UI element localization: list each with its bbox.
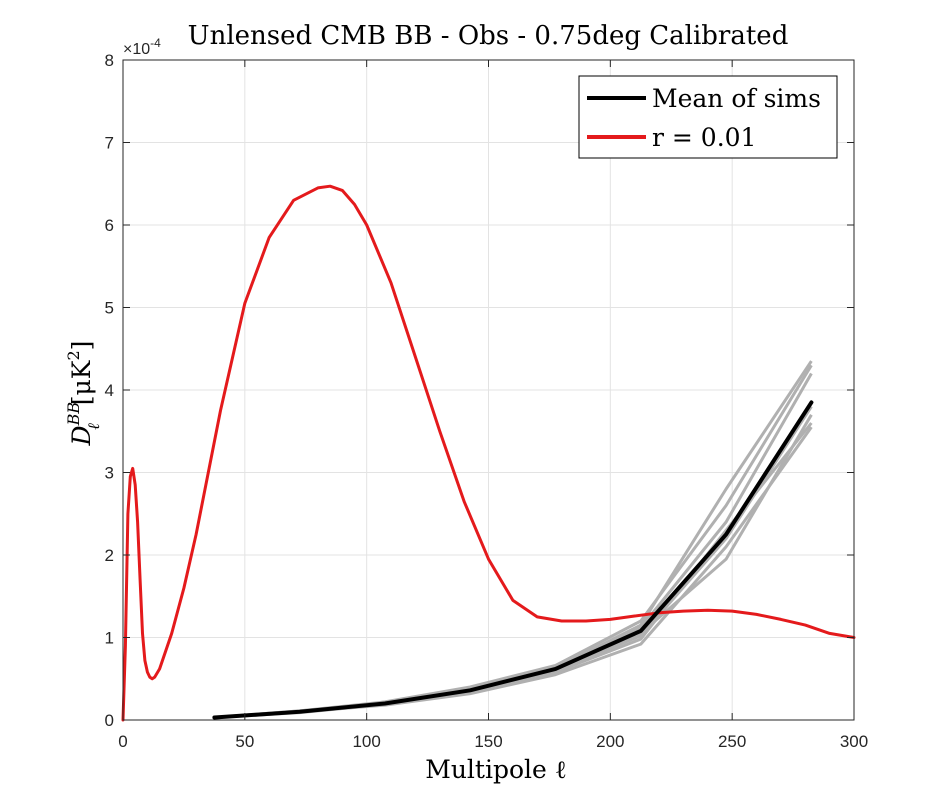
x-tick-label: 50 bbox=[235, 732, 254, 751]
y-tick-label: 0 bbox=[105, 711, 114, 730]
chart-title: Unlensed CMB BB - Obs - 0.75deg Calibrat… bbox=[188, 21, 789, 51]
legend-box bbox=[578, 75, 838, 159]
series-line-r-0-01 bbox=[121, 184, 856, 722]
y-tick-label: 7 bbox=[105, 134, 114, 153]
x-tick-label: 0 bbox=[118, 732, 127, 751]
y-tick-label: 3 bbox=[105, 464, 114, 483]
y-tick-label: 8 bbox=[105, 51, 114, 70]
y-multiplier-exponent: -4 bbox=[150, 36, 161, 50]
x-tick-label: 300 bbox=[840, 732, 868, 751]
y-axis-label: DBBℓ [μK2] bbox=[64, 341, 103, 447]
y-label-unit: [μK bbox=[67, 359, 96, 405]
series-lines bbox=[121, 184, 856, 722]
x-tick-label: 250 bbox=[718, 732, 746, 751]
x-tick-label: 150 bbox=[474, 732, 502, 751]
grid bbox=[122, 59, 855, 721]
series-line-mean-of-sims bbox=[212, 400, 814, 720]
legend-label-mean: Mean of sims bbox=[652, 84, 821, 113]
simulation-line bbox=[214, 422, 813, 719]
y-multiplier: ×10-4 bbox=[123, 36, 161, 58]
legend-label-r: r = 0.01 bbox=[652, 123, 756, 152]
y-label-main: D bbox=[67, 425, 96, 446]
y-tick-label: 1 bbox=[105, 629, 114, 648]
y-tick-label: 6 bbox=[105, 216, 114, 235]
y-label-unit-close: ] bbox=[67, 341, 96, 351]
y-label-sub: ℓ bbox=[84, 423, 103, 430]
x-axis-label: Multipole ℓ bbox=[425, 755, 567, 784]
y-tick-label: 4 bbox=[105, 381, 114, 400]
x-tick-label: 200 bbox=[596, 732, 624, 751]
y-tick-label: 5 bbox=[105, 299, 114, 318]
simulation-line bbox=[214, 414, 813, 719]
simulation-line bbox=[214, 426, 813, 719]
y-tick-label: 2 bbox=[105, 546, 114, 565]
legend: Mean of sims r = 0.01 bbox=[578, 75, 838, 159]
plot-area bbox=[121, 184, 856, 722]
y-label-unit-sup: 2 bbox=[64, 350, 83, 360]
x-tick-label: 100 bbox=[352, 732, 380, 751]
y-multiplier-base: ×10 bbox=[123, 41, 150, 58]
y-label-sup: BB bbox=[64, 402, 83, 427]
ticks: 0 50 100 150 200 250 300 0 1 2 3 4 5 6 7 8 bbox=[105, 51, 869, 751]
